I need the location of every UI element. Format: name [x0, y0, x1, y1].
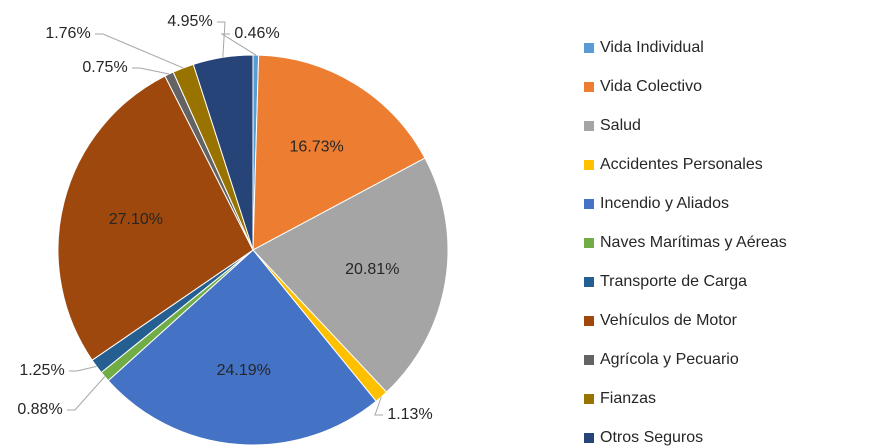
legend-label: Vehículos de Motor — [600, 312, 738, 329]
legend-swatch — [584, 121, 594, 131]
data-label: 16.73% — [290, 138, 344, 155]
leader-line — [217, 21, 226, 58]
legend-swatch — [584, 394, 594, 404]
data-label: 0.75% — [82, 59, 127, 76]
legend-label: Transporte de Carga — [600, 273, 747, 290]
leader-line — [95, 33, 184, 69]
legend-swatch — [584, 433, 594, 443]
legend-swatch — [584, 316, 594, 326]
legend-swatch — [584, 160, 594, 170]
leader-line — [69, 365, 97, 372]
data-label: 1.13% — [387, 406, 432, 423]
leader-line — [220, 33, 257, 56]
legend-swatch — [584, 199, 594, 209]
data-label: 1.25% — [19, 362, 64, 379]
pie-slice — [252, 157, 449, 393]
legend-label: Incendio y Aliados — [600, 195, 729, 212]
data-label: 0.46% — [234, 25, 279, 42]
pie-slice — [252, 54, 426, 251]
leader-line — [132, 67, 170, 75]
legend-swatch — [584, 238, 594, 248]
legend-label: Vida Colectivo — [600, 78, 702, 95]
pie-slice — [57, 75, 254, 361]
legend-label: Naves Marítimas y Aéreas — [600, 234, 787, 251]
leader-line — [67, 376, 106, 411]
data-label: 24.19% — [217, 362, 271, 379]
legend-swatch — [584, 355, 594, 365]
legend-label: Accidentes Personales — [600, 156, 763, 173]
data-label: 4.95% — [167, 13, 212, 30]
data-label: 20.81% — [345, 261, 399, 278]
legend-swatch — [584, 82, 594, 92]
legend-label: Vida Individual — [600, 39, 704, 56]
leader-line — [374, 396, 383, 416]
pie-slice — [107, 249, 377, 446]
data-label: 1.76% — [45, 25, 90, 42]
data-label: 0.88% — [17, 401, 62, 418]
legend-label: Salud — [600, 117, 641, 134]
legend-label: Otros Seguros — [600, 429, 703, 446]
data-label: 27.10% — [109, 211, 163, 228]
legend-label: Fianzas — [600, 390, 656, 407]
legend-label: Agrícola y Pecuario — [600, 351, 739, 368]
legend-swatch — [584, 277, 594, 287]
legend-swatch — [584, 43, 594, 53]
